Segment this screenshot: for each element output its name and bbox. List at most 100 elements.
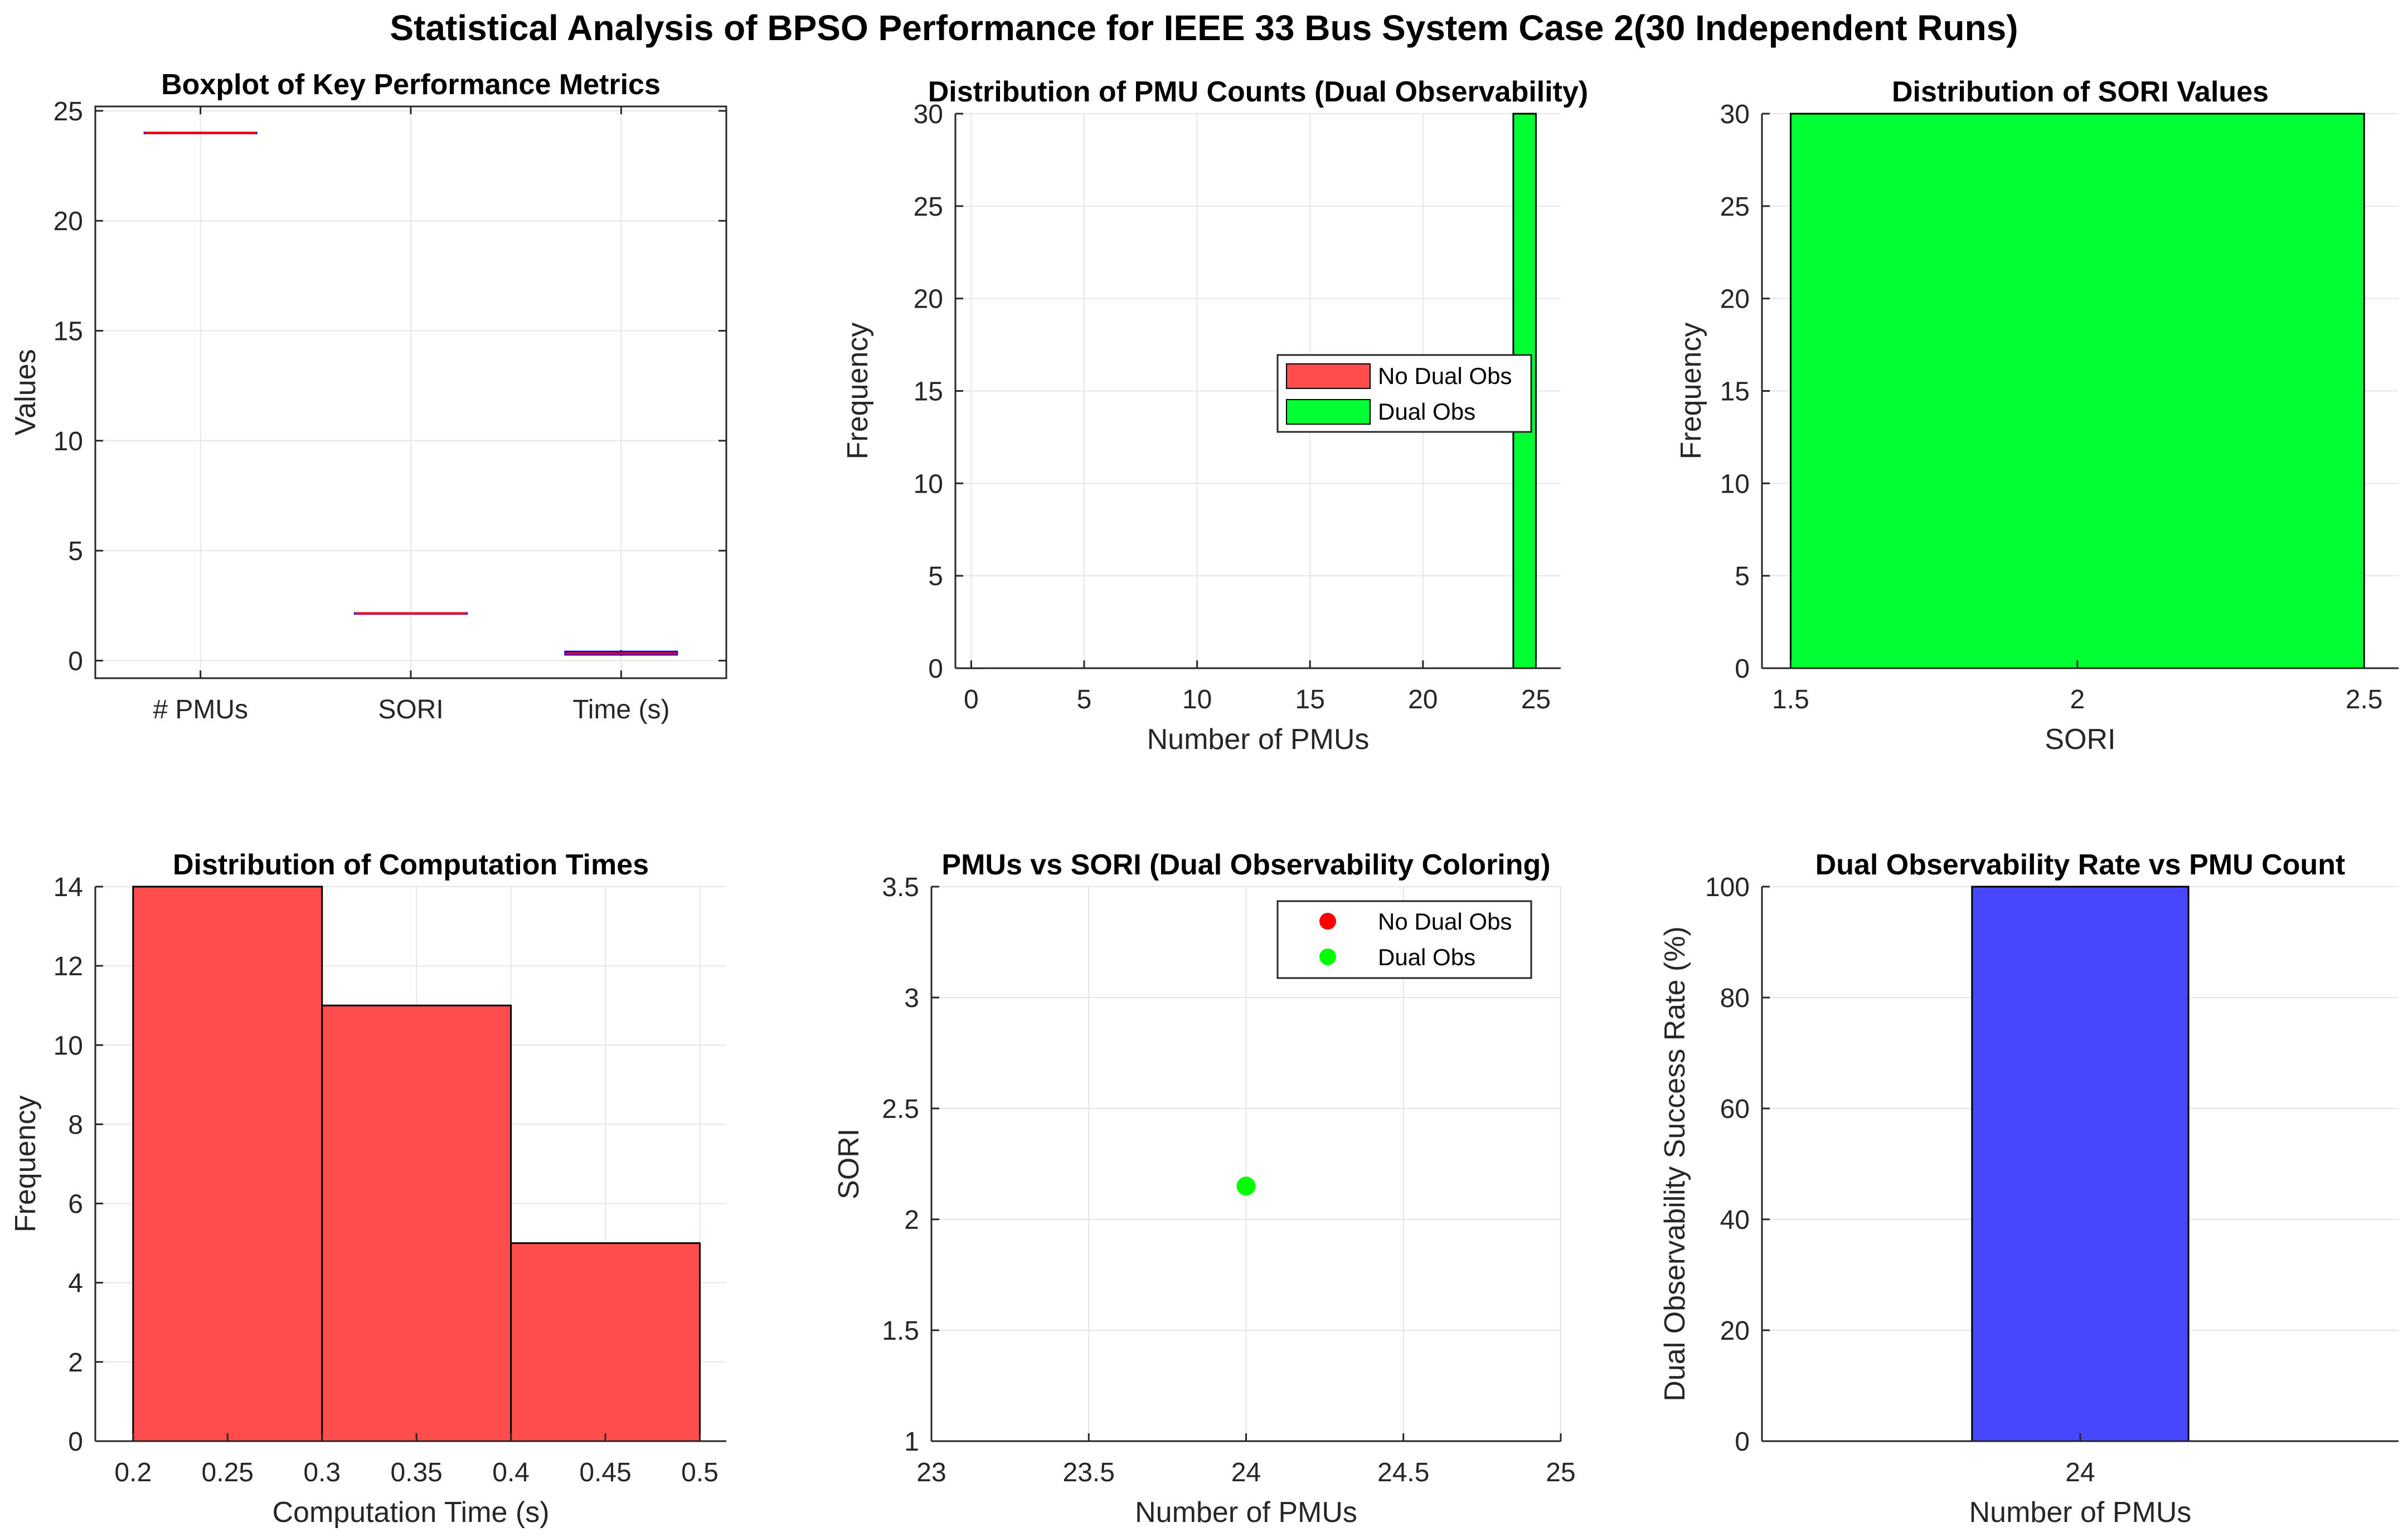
y-tick-label: 20 [1720, 1316, 1750, 1346]
y-tick-label: 0 [928, 654, 943, 684]
data-marks [1971, 886, 2189, 1442]
y-tick-label: 20 [914, 285, 943, 314]
y-tick-label: 14 [54, 873, 83, 902]
y-tick-label: 15 [914, 377, 943, 407]
pmu-vs-sori-scatter-panel: 1 1.5 2 2.5 3 3.5 23 23.5 24 24.5 25 PMUs vs SORI (… [833, 849, 1576, 1529]
scatter-point-dual-obs-1 [1236, 1176, 1256, 1196]
y-axis-label: Frequency [1675, 323, 1707, 460]
data-marks [132, 886, 701, 1442]
y-tick-label: 10 [54, 1031, 83, 1061]
axes-frame [94, 105, 727, 679]
x-axis-label: Number of PMUs [1147, 723, 1370, 756]
x-tick-label: 1.5 [1772, 685, 1809, 714]
y-tick-label: 10 [914, 469, 943, 499]
x-tick-label: 0.25 [202, 1458, 254, 1487]
x-tick-label: 0.45 [579, 1458, 631, 1487]
histogram-bar-3 [510, 1242, 701, 1442]
y-axis-label: Dual Observability Success Rate (%) [1659, 926, 1691, 1402]
computation-time-histogram-panel: 0 2 4 6 8 10 12 14 0.2 0.25 0.3 0.35 0.4 0.45 0.5 Distr… [9, 849, 726, 1529]
y-tick-label: 40 [1720, 1205, 1750, 1235]
x-tick-label: 0.2 [114, 1458, 152, 1487]
panel-title: Distribution of PMU Counts (Dual Observa… [928, 76, 1588, 108]
figure-title: Statistical Analysis of BPSO Performance… [390, 8, 2018, 48]
y-tick-label: 1 [904, 1427, 919, 1457]
x-tick-label: 23 [916, 1458, 946, 1487]
bar-24 [1971, 886, 2189, 1442]
legend-label-no-dual-obs: No Dual Obs [1378, 908, 1512, 935]
x-tick-label: 0.35 [390, 1458, 442, 1487]
dual-observability-rate-panel: 0 20 40 60 80 100 24 Dual Observability Rate vs… [1659, 849, 2399, 1529]
legend-marker-no-dual-obs [1319, 913, 1336, 930]
data-marks [143, 132, 678, 656]
panel-title: Boxplot of Key Performance Metrics [161, 69, 661, 101]
legend-label-dual-obs: Dual Obs [1378, 398, 1475, 425]
legend-marker-dual-obs [1319, 949, 1336, 965]
y-tick-label: 10 [54, 427, 83, 456]
y-tick-label: 2 [68, 1348, 83, 1378]
x-tick-label: 24 [1231, 1458, 1261, 1487]
y-tick-label: 20 [54, 207, 83, 236]
pmu-count-histogram-panel: 0 5 10 15 20 25 30 0 5 10 15 20 25 Distribution of PM… [842, 76, 1588, 756]
axes-frame [954, 113, 1561, 669]
axes-frame [1761, 886, 2399, 1442]
x-tick-label: 2.5 [2346, 685, 2383, 714]
x-tick-label: 0.4 [492, 1458, 530, 1487]
y-tick-label: 0 [68, 1427, 83, 1457]
x-tick-label: 10 [1182, 685, 1212, 714]
x-tick-label: 23.5 [1063, 1458, 1115, 1487]
y-tick-label: 15 [54, 317, 83, 347]
x-axis-label: Number of PMUs [1135, 1496, 1357, 1529]
y-axis-label: Frequency [9, 1096, 42, 1233]
x-axis-label: SORI [2045, 723, 2115, 756]
y-tick-label: 6 [68, 1190, 83, 1219]
y-tick-label: 5 [928, 562, 943, 591]
x-tick-label: Time (s) [572, 695, 669, 724]
y-tick-label: 30 [1720, 100, 1750, 129]
panel-title: Dual Observability Rate vs PMU Count [1815, 849, 2346, 881]
y-tick-label: 0 [68, 646, 83, 676]
y-tick-label: 0 [1735, 1427, 1750, 1457]
y-tick-label: 2.5 [882, 1095, 919, 1124]
x-tick-label: 0.5 [681, 1458, 718, 1487]
y-tick-label: 25 [54, 97, 83, 127]
y-axis-label: Frequency [842, 323, 874, 460]
histogram-bar-1 [1789, 113, 2365, 669]
y-tick-label: 80 [1720, 984, 1750, 1013]
legend-swatch-no-dual-obs [1286, 363, 1371, 389]
histogram-bar-2 [321, 1004, 512, 1442]
y-axis-label: SORI [833, 1129, 865, 1199]
x-tick-label: 24.5 [1377, 1458, 1429, 1487]
x-tick-label: 5 [1077, 685, 1092, 714]
x-axis-label: Computation Time (s) [272, 1496, 549, 1529]
legend: No Dual Obs Dual Obs [1276, 900, 1532, 979]
y-tick-label: 8 [68, 1110, 83, 1140]
y-tick-label: 12 [54, 952, 83, 981]
panel-title: Distribution of SORI Values [1892, 76, 2269, 108]
y-tick-label: 30 [914, 100, 943, 129]
y-tick-label: 60 [1720, 1095, 1750, 1124]
y-tick-label: 4 [68, 1269, 83, 1298]
x-tick-label: 20 [1408, 685, 1438, 714]
x-tick-label: 25 [1546, 1458, 1575, 1487]
y-tick-label: 3 [904, 984, 919, 1013]
x-tick-label: 25 [1521, 685, 1551, 714]
legend: No Dual Obs Dual Obs [1276, 354, 1532, 433]
x-tick-label: 2 [2070, 685, 2085, 714]
legend-swatch-dual-obs [1286, 399, 1371, 425]
x-tick-label: 15 [1295, 685, 1325, 714]
y-tick-label: 10 [1720, 469, 1750, 499]
y-tick-label: 25 [1720, 192, 1750, 222]
y-tick-label: 3.5 [882, 873, 919, 902]
axes-frame [94, 886, 726, 1442]
y-axis-label: Values [9, 349, 42, 435]
sori-histogram-panel: 0 5 10 15 20 25 30 1.5 2 2.5 Distribution of SORI … [1675, 76, 2399, 756]
histogram-bar-1 [132, 886, 323, 1442]
legend-label-no-dual-obs: No Dual Obs [1378, 363, 1512, 389]
y-tick-label: 2 [904, 1205, 919, 1235]
y-tick-label: 20 [1720, 285, 1750, 314]
y-tick-label: 5 [68, 537, 83, 566]
y-tick-label: 5 [1735, 562, 1750, 591]
x-axis-label: Number of PMUs [1969, 1496, 2192, 1529]
y-tick-label: 100 [1705, 873, 1750, 902]
x-tick-label: 0 [964, 685, 979, 714]
